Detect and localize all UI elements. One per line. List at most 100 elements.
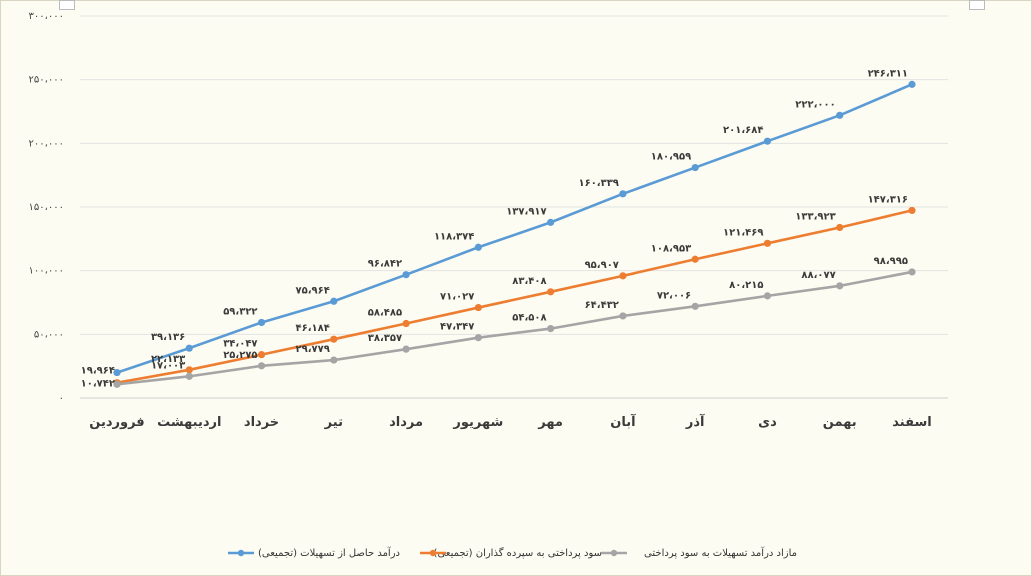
data-point-s0-5	[474, 243, 482, 251]
data-label: ۱۰۸،۹۵۳	[651, 243, 691, 254]
x-category-label: بهمن	[823, 415, 857, 430]
y-tick-label: ۱۵۰،۰۰۰	[29, 202, 64, 213]
data-point-s0-9	[763, 137, 772, 145]
x-category-label: شهریور	[452, 415, 503, 430]
data-label: ۱۷،۰۰۳	[151, 360, 185, 371]
data-point-s2-8	[691, 302, 699, 310]
data-point-s1-1	[185, 366, 193, 374]
data-point-s1-10	[836, 223, 844, 232]
data-point-s1-7	[619, 272, 627, 280]
x-category-label: فروردین	[89, 415, 144, 430]
legend-label: درآمد حاصل از تسهیلات (تجمیعی)	[258, 546, 400, 559]
legend-label: مازاد درآمد تسهیلات به سود پرداختی	[644, 546, 797, 559]
data-point-s2-11	[908, 268, 916, 276]
series-lines	[116, 83, 913, 386]
data-label: ۲۴۶،۳۱۱	[868, 68, 908, 79]
legend: درآمد حاصل از تسهیلات (تجمیعی) سود پرداخت…	[228, 546, 797, 559]
data-label: ۲۵،۲۷۵	[223, 350, 257, 361]
legend-item-2: مازاد درآمد تسهیلات به سود پرداختی	[601, 546, 797, 559]
data-point-s2-3	[330, 356, 338, 364]
legend-label: سود پرداختی به سپرده گذاران (تجمیعی)	[434, 547, 602, 559]
data-point-s0-7	[619, 190, 627, 198]
data-label: ۲۲،۱۳۳	[151, 354, 185, 365]
data-label: ۱۰،۷۴۲	[81, 378, 115, 389]
legend-item-1: سود پرداختی به سپرده گذاران (تجمیعی)	[420, 547, 602, 559]
data-point-s0-11	[908, 80, 916, 88]
data-label: ۸۸،۰۷۷	[801, 270, 835, 281]
data-point-s2-5	[474, 334, 482, 342]
data-label: ۲۹،۷۷۹	[295, 344, 329, 355]
x-category-label: مهر	[537, 415, 563, 430]
y-tick-label: ۳۰۰،۰۰۰	[29, 11, 64, 22]
data-labels: ۱۹،۹۶۴ ۳۹،۱۳۶ ۵۹،۳۲۲ ۷۵،۹۶۴ ۹۶،۸۴۲ ۱۱۸،۳۷۴ ۱۳۷…	[81, 68, 908, 389]
y-tick-label: ۲۵۰،۰۰۰	[29, 75, 64, 86]
y-tick-label: ۲۰۰،۰۰۰	[29, 138, 64, 149]
x-category-label: دی	[758, 415, 777, 430]
data-point-s2-2	[257, 362, 266, 370]
data-label: ۳۴،۰۴۷	[223, 339, 257, 350]
data-point-s1-9	[763, 239, 772, 247]
data-point-s0-4	[402, 271, 410, 279]
x-category-label: تیر	[324, 415, 343, 430]
data-label: ۹۵،۹۰۷	[585, 260, 619, 271]
data-point-s2-9	[763, 292, 772, 300]
x-category-label: آبان	[610, 413, 636, 430]
data-point-s2-1	[185, 372, 193, 380]
data-point-s0-10	[836, 111, 844, 119]
legend-swatch-marker	[429, 549, 437, 557]
data-label: ۱۱۸،۳۷۴	[434, 231, 474, 242]
legend-swatch-marker	[610, 549, 618, 557]
data-point-s0-0	[113, 368, 121, 377]
data-point-s0-1	[185, 344, 193, 352]
data-label: ۸۳،۴۰۸	[512, 276, 546, 287]
data-label: ۷۱،۰۲۷	[440, 292, 474, 303]
data-label: ۱۹،۹۶۴	[81, 366, 115, 377]
data-point-s1-11	[908, 206, 916, 215]
legend-item-0: درآمد حاصل از تسهیلات (تجمیعی)	[228, 546, 400, 559]
x-category-label: اسفند	[892, 415, 931, 430]
data-point-s2-7	[619, 312, 627, 320]
data-point-s0-2	[257, 318, 266, 327]
series-line-1	[116, 209, 913, 384]
series-points	[113, 80, 916, 388]
data-label: ۲۰۱،۶۸۴	[723, 125, 763, 136]
data-label: ۱۳۷،۹۱۷	[506, 206, 546, 217]
data-point-s1-4	[402, 319, 410, 328]
y-tick-label: ۱۰۰،۰۰۰	[29, 266, 64, 277]
data-label: ۹۸،۹۹۵	[874, 256, 908, 267]
data-point-s1-2	[257, 351, 266, 359]
x-axis: فروردین اردیبهشت خرداد تیر مرداد شهریور مهر آبا…	[89, 413, 931, 430]
y-axis: ۰ ۵۰،۰۰۰ ۱۰۰،۰۰۰ ۱۵۰،۰۰۰ ۲۰۰،۰۰۰ ۲۵۰،۰۰۰ ۳۰۰،۰…	[29, 11, 64, 404]
y-tick-label: ۵۰،۰۰۰	[34, 329, 64, 340]
series-line-0	[116, 83, 913, 374]
data-point-s2-10	[836, 282, 844, 290]
gridlines	[80, 15, 948, 399]
data-point-s2-6	[547, 324, 555, 333]
data-point-s1-8	[691, 255, 699, 263]
data-label: ۷۲،۰۰۶	[657, 290, 691, 301]
data-point-s0-8	[691, 163, 699, 172]
data-point-s0-3	[330, 297, 338, 305]
data-label: ۳۸،۳۵۷	[368, 333, 402, 344]
data-label: ۶۴،۴۳۲	[585, 300, 619, 311]
data-label: ۳۹،۱۳۶	[151, 332, 185, 343]
x-category-label: خرداد	[244, 415, 279, 430]
data-label: ۴۶،۱۸۴	[295, 323, 329, 334]
data-label: ۱۲۱،۴۶۹	[723, 227, 763, 238]
legend-swatch-marker	[237, 549, 245, 557]
data-label: ۱۳۳،۹۲۳	[795, 211, 835, 222]
data-label: ۱۶۰،۳۳۹	[578, 178, 618, 189]
data-point-s0-6	[547, 218, 555, 226]
corner-marker-left	[59, 0, 75, 10]
data-point-s1-5	[474, 303, 482, 312]
x-category-label: مرداد	[389, 415, 423, 430]
series-line-2	[116, 270, 913, 386]
data-label: ۵۴،۵۰۸	[512, 313, 546, 324]
data-label: ۴۷،۳۴۷	[440, 322, 474, 333]
data-label: ۷۵،۹۶۴	[295, 285, 329, 296]
x-category-label: آذر	[685, 413, 705, 430]
data-point-s2-4	[402, 345, 410, 353]
data-label: ۵۸،۴۸۵	[368, 308, 402, 319]
